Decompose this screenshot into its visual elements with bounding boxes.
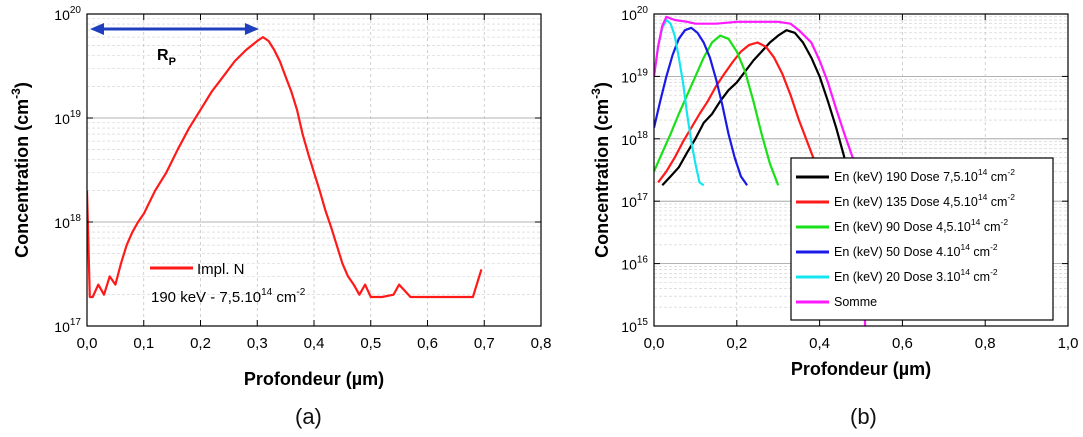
legend-note: 190 keV - 7,5.1014 cm-2 [151, 287, 306, 306]
x-tick-label: 0,0 [644, 335, 665, 352]
y-tick-label: 1020 [54, 5, 81, 23]
y-tick-label: 1017 [54, 317, 81, 335]
chart-a: 0,0 0,1 0,2 0,3 0,4 0,5 0,6 0,7 0,8 1017 1018 1019 1… [9, 5, 551, 389]
legend-label: En (keV) 135 Dose 4,5.1014 cm-2 [834, 192, 1015, 209]
x-axis-label: Profondeur (µm) [244, 369, 384, 389]
x-tick-label: 0,4 [809, 335, 830, 352]
series-line [654, 26, 749, 186]
x-tick-label: 0,0 [77, 335, 98, 352]
caption-b: (b) [850, 404, 877, 429]
x-tick-label: 0,6 [892, 335, 913, 352]
x-tick-label: 0,5 [360, 335, 381, 352]
legend-box [790, 157, 1054, 321]
y-tick-label: 1019 [621, 67, 648, 85]
legend-label: En (keV) 190 Dose 7,5.1014 cm-2 [834, 167, 1015, 184]
series-line [654, 18, 705, 187]
caption-a: (a) [295, 404, 322, 429]
chart-b: 0,0 0,2 0,4 0,6 0,8 1,0 1015 1016 1017 1018 1019 10… [589, 5, 1078, 379]
x-tick-label: 0,7 [474, 335, 495, 352]
series-line [87, 35, 483, 299]
y-tick-label: 1018 [54, 213, 81, 231]
series-line [654, 15, 867, 326]
x-tick-label: 0,1 [133, 335, 154, 352]
plot-frame [653, 13, 1069, 327]
y-tick-label: 1015 [621, 317, 648, 335]
x-tick-label: 0,2 [726, 335, 747, 352]
legend-label: En (keV) 90 Dose 4,5.1014 cm-2 [834, 217, 1008, 234]
series-line [654, 34, 780, 186]
rp-arrow-head-right [244, 23, 259, 35]
x-axis-label: Profondeur (µm) [791, 359, 931, 379]
y-tick-label: 1018 [621, 130, 648, 148]
x-tick-label: 0,4 [304, 335, 325, 352]
legend-label: Somme [834, 295, 877, 309]
series-line [657, 41, 825, 186]
x-tick-label: 0,8 [975, 335, 996, 352]
legend-label: Impl. N [197, 261, 245, 278]
x-tick-label: 0,3 [247, 335, 268, 352]
y-tick-label: 1020 [621, 5, 648, 23]
x-tick-label: 0,6 [417, 335, 438, 352]
y-tick-label: 1017 [621, 192, 648, 210]
legend-label: En (keV) 20 Dose 3.1014 cm-2 [834, 267, 998, 284]
y-axis-label: Concentration (cm-3) [9, 82, 32, 258]
y-tick-label: 1019 [54, 109, 81, 127]
legend-label: En (keV) 50 Dose 4.1014 cm-2 [834, 242, 998, 259]
y-tick-label: 1016 [621, 255, 648, 273]
rp-label: RP [157, 47, 176, 68]
x-tick-label: 1,0 [1058, 335, 1079, 352]
rp-arrow-head-left [90, 23, 104, 35]
y-axis-label: Concentration (cm-3) [589, 82, 612, 258]
x-tick-label: 0,8 [531, 335, 552, 352]
x-tick-label: 0,2 [190, 335, 211, 352]
